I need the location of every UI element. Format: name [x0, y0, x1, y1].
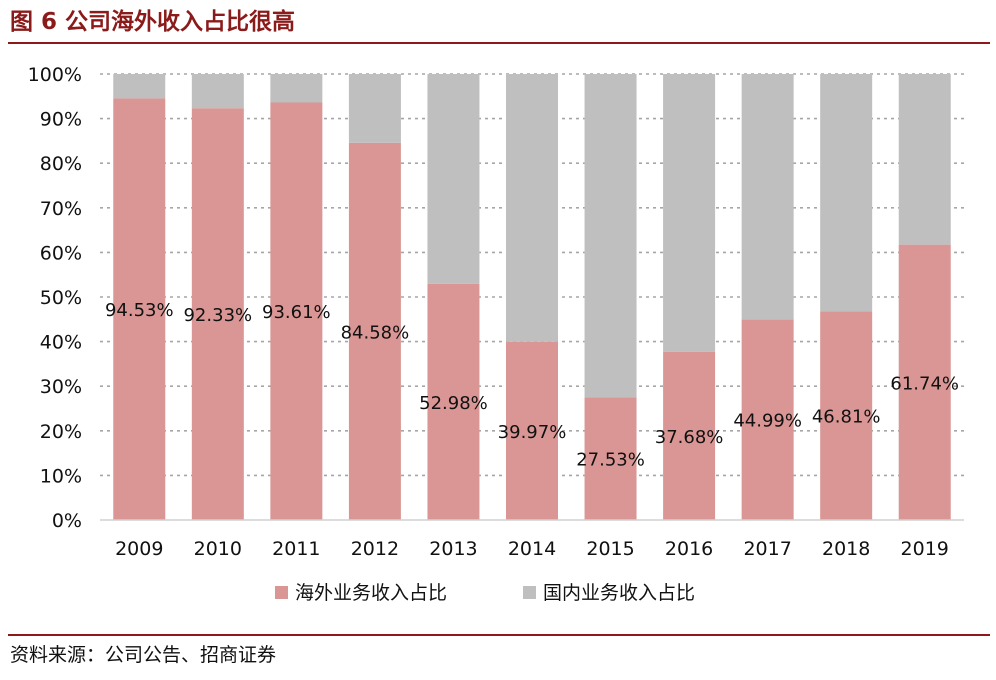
- data-label-2016: 37.68%: [655, 427, 724, 448]
- y-tick-label: 20%: [40, 421, 82, 443]
- bar-overseas-2018: [820, 311, 873, 520]
- data-label-2010: 92.33%: [183, 305, 252, 326]
- bar-domestic-2019: [898, 74, 951, 245]
- y-tick-label: 70%: [40, 198, 82, 220]
- y-tick-label: 10%: [40, 465, 82, 487]
- y-tick-label: 30%: [40, 376, 82, 398]
- y-tick-label: 80%: [40, 153, 82, 175]
- bar-overseas-2017: [741, 319, 794, 520]
- figure-title-text: 公司海外收入占比很高: [65, 9, 296, 35]
- figure-number: 图 6: [10, 9, 58, 35]
- x-tick-label: 2015: [586, 538, 634, 560]
- bar-overseas-2019: [898, 244, 951, 521]
- source-note: 资料来源：公司公告、招商证券: [10, 644, 277, 666]
- x-tick-label: 2017: [743, 538, 791, 560]
- x-tick-label: 2018: [822, 538, 870, 560]
- stacked-bar-chart: 0% 10% 20% 30% 40% 50% 60% 70% 80% 90% 100% 94.53% 2…: [28, 64, 964, 604]
- legend-domestic-label: 国内业务收入占比: [543, 582, 695, 604]
- bar-overseas-2013: [427, 283, 480, 520]
- x-tick-label: 2016: [665, 538, 713, 560]
- bottom-rule: [8, 634, 990, 636]
- bar-domestic-2010: [191, 74, 244, 109]
- x-tick-label: 2014: [508, 538, 556, 560]
- legend-overseas-label: 海外业务收入占比: [295, 582, 447, 604]
- x-tick-label: 2009: [115, 538, 163, 560]
- data-label-2017: 44.99%: [733, 411, 802, 432]
- bar-domestic-2014: [506, 74, 558, 342]
- data-label-2009: 94.53%: [105, 300, 174, 321]
- data-label-2012: 84.58%: [341, 322, 410, 343]
- y-tick-label: 0%: [52, 510, 82, 532]
- x-tick-label: 2011: [272, 538, 320, 560]
- x-tick-label: 2013: [429, 538, 477, 560]
- figure-title: 图 6 公司海外收入占比很高: [10, 4, 295, 40]
- x-tick-label: 2010: [194, 538, 242, 560]
- x-tick-label: 2019: [901, 538, 949, 560]
- bar-domestic-2018: [820, 74, 873, 312]
- bar-overseas-2010: [191, 108, 244, 521]
- bar-overseas-2012: [348, 142, 401, 520]
- bar-domestic-2016: [663, 74, 716, 352]
- data-label-2014: 39.97%: [498, 422, 567, 443]
- y-tick-label: 40%: [40, 332, 82, 354]
- y-tick-label: 60%: [40, 242, 82, 264]
- y-tick-label: 90%: [40, 109, 82, 131]
- data-label-2018: 46.81%: [812, 407, 881, 428]
- legend-domestic-swatch: [523, 586, 536, 599]
- data-label-2015: 27.53%: [576, 450, 645, 471]
- bar-domestic-2009: [113, 74, 166, 99]
- legend-overseas-swatch: [275, 586, 288, 599]
- bar-overseas-2016: [663, 351, 716, 520]
- bar-domestic-2013: [427, 74, 480, 284]
- x-tick-label: 2012: [351, 538, 399, 560]
- bar-overseas-2011: [270, 102, 323, 521]
- y-tick-label: 100%: [28, 64, 82, 86]
- bar-domestic-2015: [584, 74, 637, 398]
- data-label-2013: 52.98%: [419, 393, 488, 414]
- bar-overseas-2015: [584, 397, 637, 520]
- bar-domestic-2012: [348, 74, 401, 143]
- y-tick-label: 50%: [40, 287, 82, 309]
- bar-domestic-2017: [741, 74, 794, 320]
- data-label-2019: 61.74%: [890, 373, 959, 394]
- data-label-2011: 93.61%: [262, 302, 331, 323]
- top-rule: [8, 42, 990, 44]
- bar-domestic-2011: [270, 74, 323, 103]
- bar-overseas-2009: [113, 98, 166, 521]
- bar-overseas-2014: [506, 341, 558, 520]
